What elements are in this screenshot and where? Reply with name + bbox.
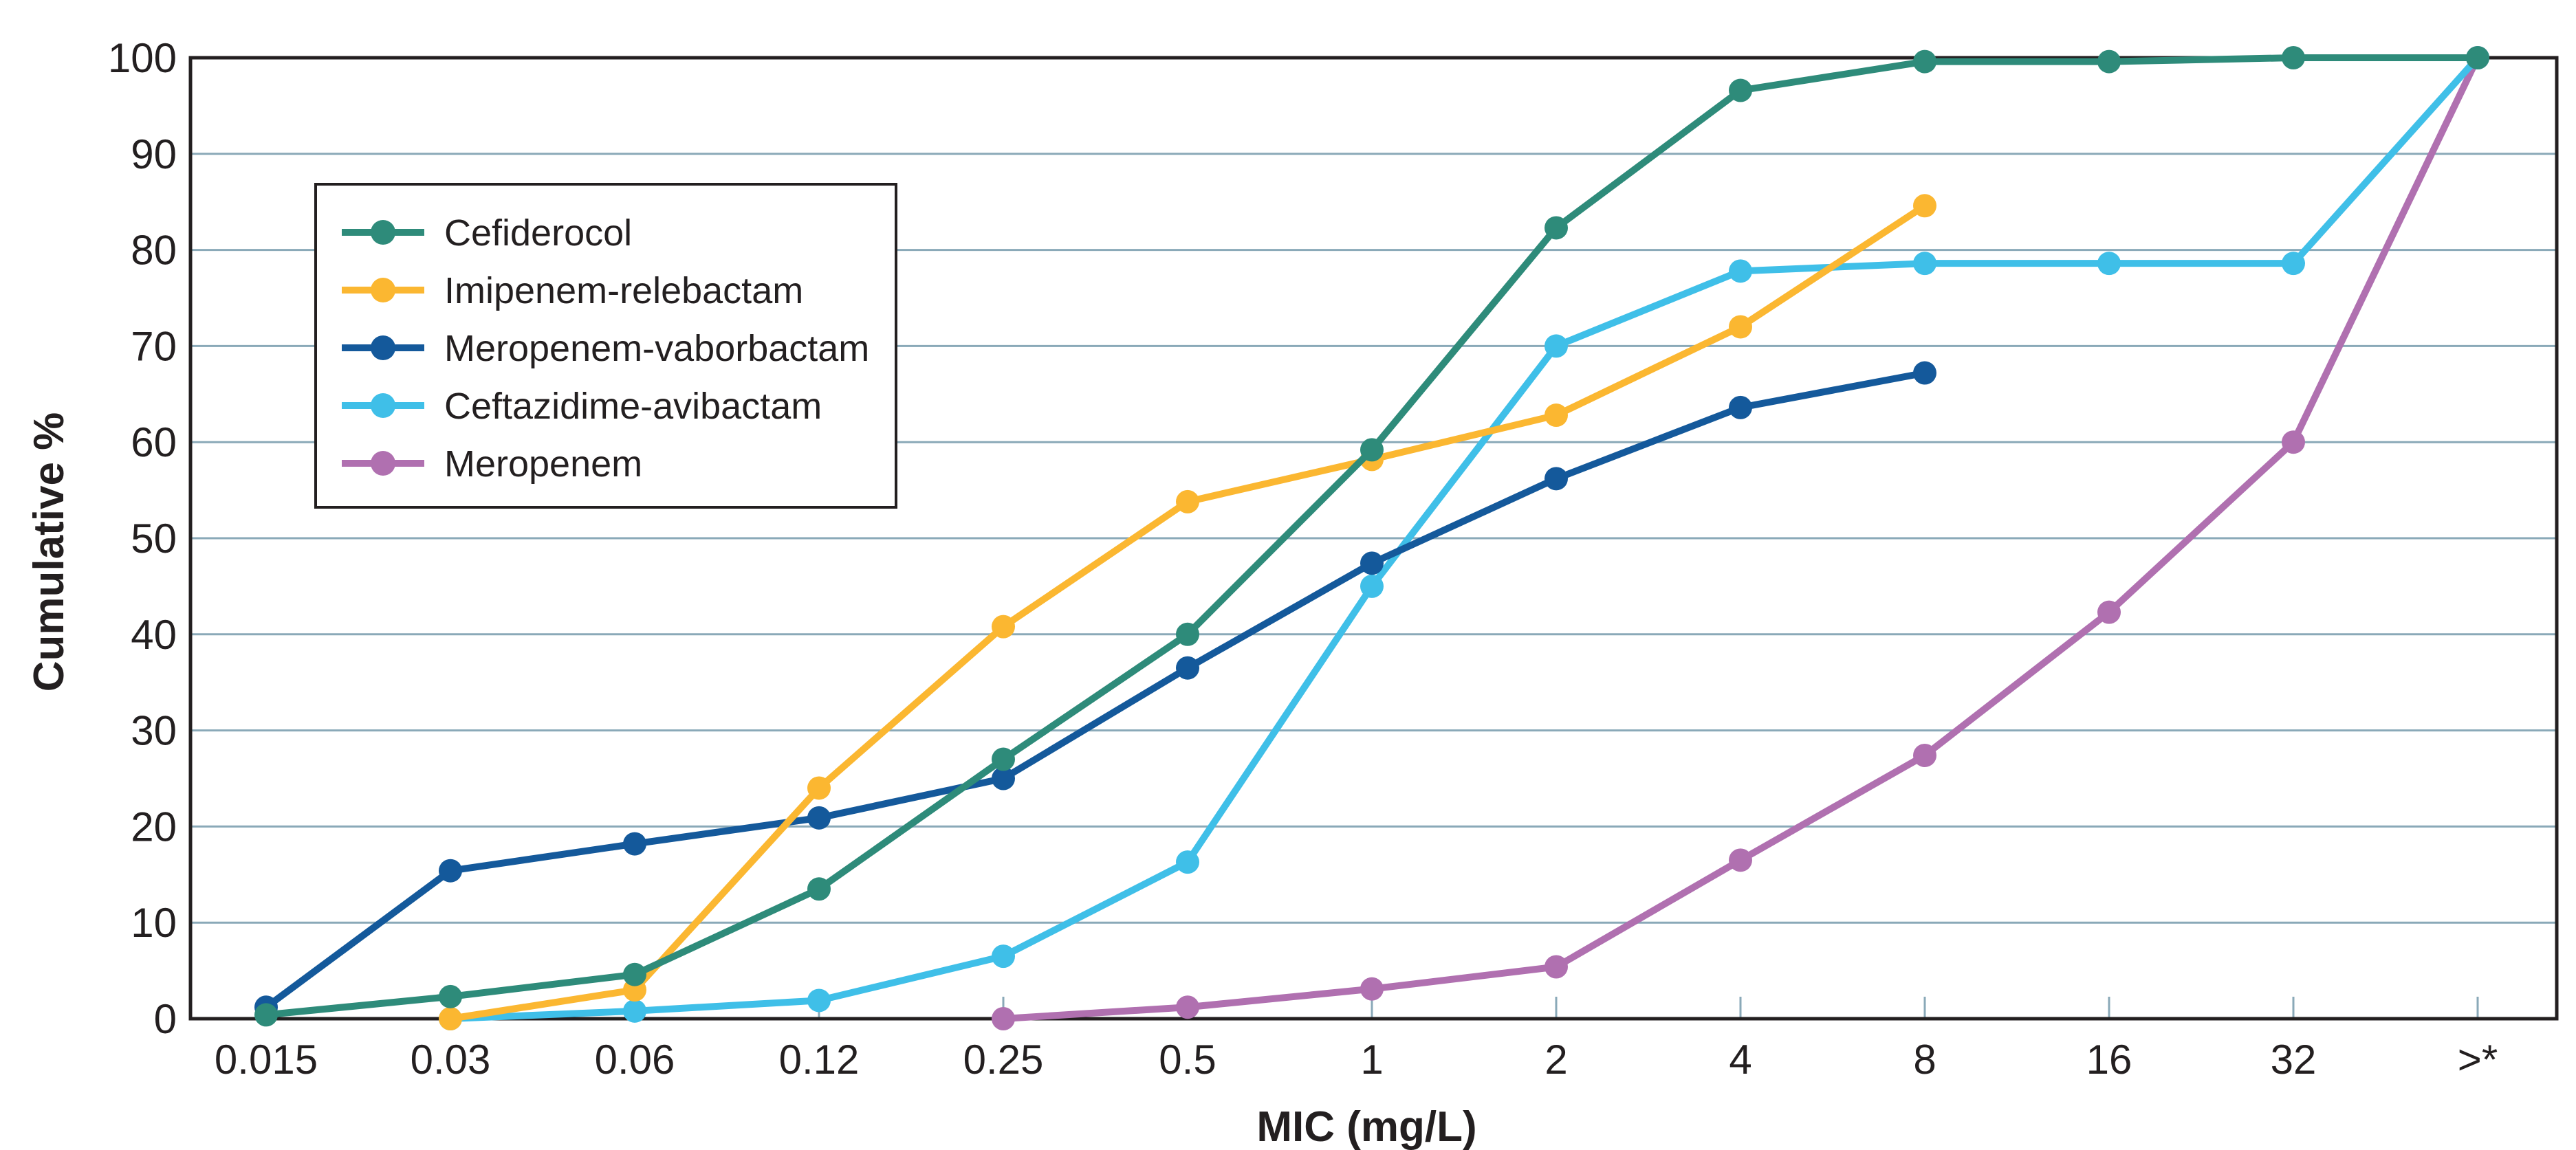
legend-label-3: Ceftazidime-avibactam <box>444 386 822 427</box>
series-line-2 <box>263 369 1928 1011</box>
point-1-7 <box>1544 403 1568 428</box>
x-tick-label-6: 1 <box>1360 1037 1383 1083</box>
point-4-4 <box>992 1007 1015 1030</box>
point-1-9 <box>1913 194 1936 218</box>
legend-swatch-marker-3 <box>371 393 395 418</box>
point-0-9 <box>1913 49 1936 74</box>
point-3-10 <box>2097 252 2121 276</box>
legend-swatch-marker-4 <box>371 451 395 476</box>
x-tick-label-0: 0.015 <box>215 1037 318 1083</box>
point-0-5 <box>1176 622 1199 646</box>
y-tick-label-90: 90 <box>131 131 177 177</box>
y-tick-label-0: 0 <box>154 996 177 1042</box>
series-layer <box>254 46 2489 1030</box>
y-tick-label-10: 10 <box>131 900 177 946</box>
point-3-3 <box>807 988 831 1013</box>
legend-label-2: Meropenem-vaborbactam <box>444 328 869 369</box>
point-3-11 <box>2282 252 2305 276</box>
x-tick-label-1: 0.03 <box>411 1037 491 1083</box>
legend-swatch-marker-0 <box>371 220 395 245</box>
point-4-11 <box>2282 430 2305 454</box>
y-tick-labels: 0 10 20 30 40 50 60 70 80 90 100 <box>108 35 177 1042</box>
point-3-2 <box>623 999 646 1023</box>
point-0-0 <box>254 1003 278 1027</box>
point-4-7 <box>1544 955 1568 979</box>
point-0-7 <box>1544 216 1568 240</box>
point-3-6 <box>1360 574 1384 598</box>
point-1-1 <box>439 1007 462 1030</box>
point-0-3 <box>807 877 831 901</box>
legend-label-0: Cefiderocol <box>444 212 632 254</box>
plot-frame <box>188 56 2559 1021</box>
x-tick-label-11: 32 <box>2271 1037 2317 1083</box>
y-tick-label-80: 80 <box>131 228 177 274</box>
y-tick-label-40: 40 <box>131 612 177 658</box>
x-tick-label-2: 0.06 <box>595 1037 675 1083</box>
x-tick-label-8: 4 <box>1729 1037 1751 1083</box>
point-3-7 <box>1544 334 1568 358</box>
point-4-5 <box>1176 995 1199 1019</box>
legend-item-0: Cefiderocol <box>342 212 632 254</box>
x-tick-label-10: 16 <box>2086 1037 2132 1083</box>
point-2-9 <box>1913 361 1936 385</box>
point-2-5 <box>1176 656 1199 680</box>
y-tick-label-50: 50 <box>131 516 177 562</box>
point-0-4 <box>992 747 1015 771</box>
legend-item-3: Ceftazidime-avibactam <box>342 386 822 427</box>
point-1-8 <box>1729 315 1752 339</box>
x-axis-title: MIC (mg/L) <box>1256 1103 1476 1150</box>
x-tick-label-7: 2 <box>1544 1037 1567 1083</box>
x-tick-label-12: >* <box>2458 1037 2498 1083</box>
point-4-6 <box>1360 977 1384 1001</box>
series-2 <box>254 361 1936 1019</box>
point-4-9 <box>1913 743 1936 767</box>
point-0-6 <box>1360 438 1384 462</box>
point-0-8 <box>1729 78 1752 102</box>
x-tick-label-9: 8 <box>1913 1037 1936 1083</box>
point-2-6 <box>1360 551 1384 575</box>
y-tick-label-30: 30 <box>131 708 177 754</box>
series-0 <box>254 46 2489 1027</box>
point-2-8 <box>1729 395 1752 419</box>
y-axis-title: Cumulative % <box>25 412 73 692</box>
point-2-7 <box>1544 467 1568 491</box>
point-4-10 <box>2097 600 2121 624</box>
y-tick-label-20: 20 <box>131 804 177 850</box>
legend-swatch-marker-2 <box>371 335 395 360</box>
point-0-12 <box>2466 46 2489 69</box>
point-0-10 <box>2097 49 2121 74</box>
legend: Cefiderocol Imipenem-relebactam Meropenem-… <box>314 183 897 509</box>
point-2-2 <box>623 832 646 856</box>
y-tick-label-70: 70 <box>131 323 177 369</box>
point-3-9 <box>1913 252 1936 276</box>
legend-item-1: Imipenem-relebactam <box>342 270 803 311</box>
point-0-1 <box>439 984 462 1008</box>
point-2-4 <box>992 766 1015 790</box>
legend-item-2: Meropenem-vaborbactam <box>342 328 869 369</box>
x-tick-label-5: 0.5 <box>1159 1037 1216 1083</box>
x-tick-label-3: 0.12 <box>779 1037 860 1083</box>
point-0-2 <box>623 962 646 986</box>
point-2-3 <box>807 806 831 830</box>
y-tick-label-100: 100 <box>108 35 177 81</box>
point-1-4 <box>992 615 1015 639</box>
legend-item-4: Meropenem <box>342 443 642 485</box>
point-0-11 <box>2282 46 2305 69</box>
point-3-4 <box>992 944 1015 969</box>
point-1-3 <box>807 776 831 800</box>
series-line-3 <box>447 54 2481 1022</box>
point-3-8 <box>1729 259 1752 283</box>
x-tick-label-4: 0.25 <box>963 1037 1044 1083</box>
point-3-5 <box>1176 850 1199 874</box>
point-1-5 <box>1176 489 1199 513</box>
legend-label-1: Imipenem-relebactam <box>444 270 803 311</box>
x-tick-labels: 0.015 0.03 0.06 0.12 0.25 0.5 1 2 4 8 16 32 >* <box>215 1037 2498 1083</box>
point-2-1 <box>439 859 462 883</box>
legend-label-4: Meropenem <box>444 443 642 485</box>
point-4-8 <box>1729 848 1752 872</box>
legend-swatch-marker-1 <box>371 278 395 302</box>
y-tick-label-60: 60 <box>131 419 177 465</box>
